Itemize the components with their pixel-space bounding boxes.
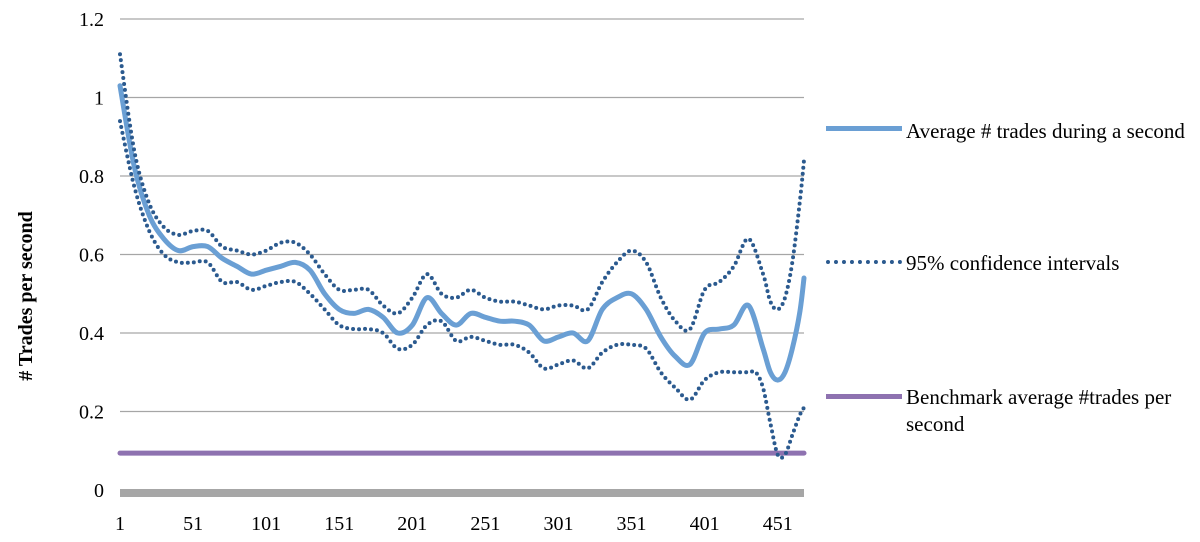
y-tick-label-6: 1.2 (79, 9, 104, 31)
x-tick-label-2: 101 (251, 513, 281, 535)
legend-swatch-average (826, 126, 902, 131)
x-tick-label-1: 51 (183, 513, 203, 535)
x-tick-label-9: 451 (763, 513, 793, 535)
legend-swatch-confidence (826, 260, 902, 264)
x-tick-label-6: 301 (543, 513, 573, 535)
legend-label-average: Average # trades during a second (906, 119, 1185, 143)
y-axis-tick-labels: 0 0.2 0.4 0.6 0.8 1 1.2 (79, 9, 104, 502)
series-ci-upper-line (118, 52, 806, 333)
x-tick-label-3: 151 (324, 513, 354, 535)
x-tick-label-0: 1 (115, 513, 125, 535)
y-tick-label-4: 0.8 (79, 166, 104, 188)
x-axis-line (120, 489, 804, 497)
legend-label-confidence: 95% confidence intervals (906, 251, 1120, 275)
x-tick-label-4: 201 (397, 513, 427, 535)
legend-label-benchmark: Benchmark average #trades per second (906, 385, 1172, 436)
series-ci-lower-line (118, 119, 806, 460)
legend-swatch-benchmark (826, 394, 902, 399)
gridlines (120, 18, 804, 497)
y-axis-label: # Trades per second (15, 211, 37, 380)
y-tick-label-1: 0.2 (79, 402, 104, 424)
y-tick-label-5: 1 (94, 88, 104, 110)
series-average-line (117, 83, 807, 383)
y-tick-label-3: 0.6 (79, 245, 104, 267)
y-tick-label-0: 0 (94, 480, 104, 502)
x-tick-label-7: 351 (617, 513, 647, 535)
series-lines (117, 52, 807, 460)
x-axis-tick-labels: 1 51 101 151 201 251 301 351 401 451 (115, 513, 793, 535)
x-tick-label-5: 251 (470, 513, 500, 535)
x-tick-label-8: 401 (690, 513, 720, 535)
y-tick-label-2: 0.4 (79, 323, 104, 345)
